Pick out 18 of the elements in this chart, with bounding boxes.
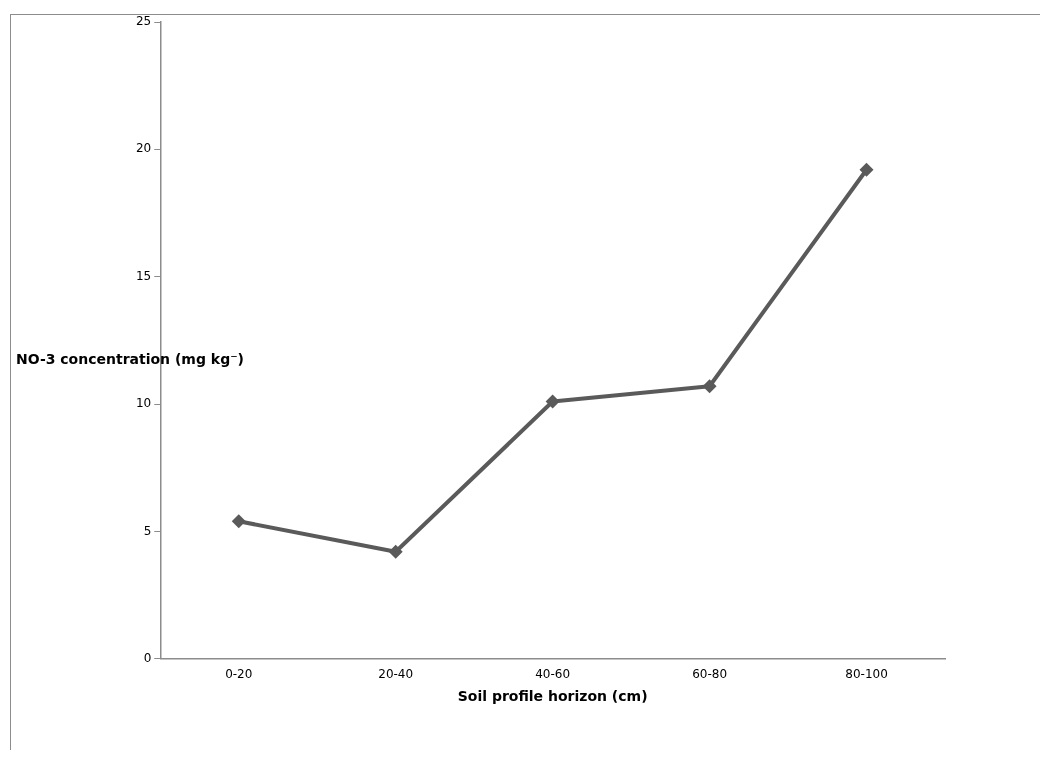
y-tick-label: 25	[135, 14, 152, 29]
y-tick-label: 15	[135, 268, 152, 283]
point	[702, 379, 717, 394]
x-tick-label: 20-40	[378, 667, 414, 682]
point	[388, 544, 403, 559]
x-axis-title: Soil profile horizon (cm)	[457, 688, 648, 705]
y-tick-label: 0	[143, 650, 152, 665]
point	[231, 514, 246, 529]
x-tick-label: 0-20	[225, 667, 253, 682]
x-tick-label: 40-60	[535, 667, 571, 682]
y-tick-label: 10	[135, 396, 152, 411]
point	[545, 394, 560, 409]
y-tick-label: 5	[143, 523, 152, 538]
point	[859, 162, 874, 177]
x-tick-label: 60-80	[692, 667, 728, 682]
y-axis-title: NO-3 concentration (mg kg⁻)	[16, 350, 244, 367]
y-tick-label: 20	[135, 141, 152, 156]
x-tick-label: 80-100	[845, 667, 888, 682]
